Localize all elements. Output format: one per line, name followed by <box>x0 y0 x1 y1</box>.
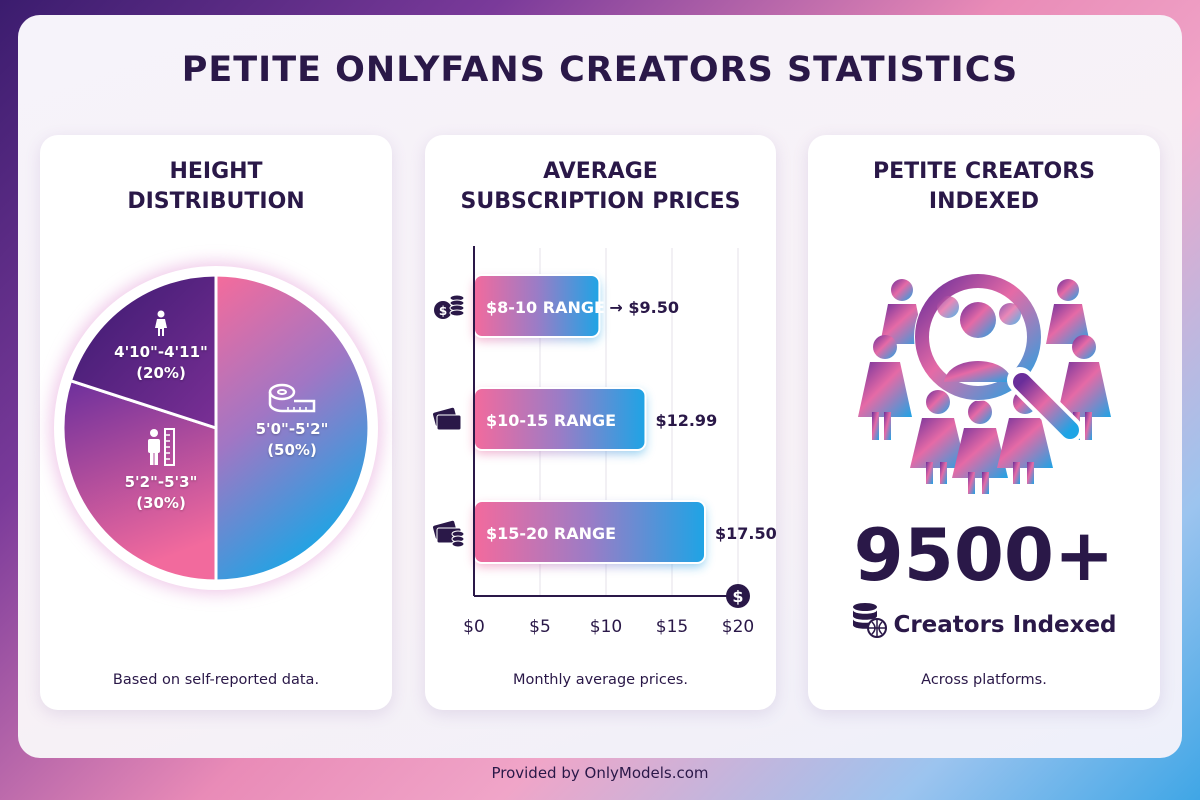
svg-text:$: $ <box>439 304 447 318</box>
dollar-circle-icon: $ <box>726 584 750 608</box>
bar-category-label: $15-20 RANGE <box>486 524 616 543</box>
card-title: PETITE CREATORS INDEXED <box>808 157 1160 217</box>
pie-slice <box>68 273 218 431</box>
bar-value-label: → $9.50 <box>609 298 679 317</box>
x-tick-label: $10 <box>590 617 622 637</box>
card-coins-icon <box>433 520 465 548</box>
creators-count: 9500+ <box>853 513 1115 597</box>
card-footnote: Across platforms. <box>921 672 1047 688</box>
card-title: HEIGHT DISTRIBUTION <box>40 157 392 217</box>
card-title-line: AVERAGE <box>543 159 658 184</box>
slice-percent: (20%) <box>136 364 186 382</box>
card-footnote: Based on self-reported data. <box>112 672 320 688</box>
card-title-line: HEIGHT <box>169 159 263 184</box>
database-globe-icon <box>853 603 888 638</box>
x-tick-label: $15 <box>656 617 688 637</box>
pie-label-slice-3: 4'10"-4'11" (20%) <box>96 310 226 384</box>
card-title-line: SUBSCRIPTION PRICES <box>460 189 741 214</box>
pie-label-slice-1: 5'0"-5'2" (50%) <box>232 383 352 461</box>
x-tick-label: $20 <box>722 617 754 637</box>
x-tick-label: $5 <box>529 617 551 637</box>
bar-category-label: $8-10 RANGE <box>486 298 605 317</box>
slice-label: 4'10"-4'11" <box>114 343 208 361</box>
bar-value-label: $17.50 <box>715 524 777 543</box>
bar-chart: $8-10 RANGE → $9.50 $ $10-15 RANGE $12.99 $15… <box>433 246 777 637</box>
slice-percent: (50%) <box>267 441 317 459</box>
slice-label: 5'0"-5'2" <box>255 420 329 438</box>
card-title: AVERAGE SUBSCRIPTION PRICES <box>425 157 776 217</box>
card-title-line: INDEXED <box>928 189 1040 214</box>
measuring-tape-icon <box>268 383 316 413</box>
pie-chart <box>50 262 382 594</box>
women-magnifying-glass-icon <box>858 273 1111 494</box>
credit-card-icon <box>433 407 462 431</box>
woman-icon <box>155 310 167 336</box>
coins-dollar-icon: $ <box>434 294 465 319</box>
creators-label-row: Creators Indexed <box>808 602 1160 638</box>
card-title-line: DISTRIBUTION <box>127 189 305 214</box>
bar-category-label: $10-15 RANGE <box>486 411 616 430</box>
creators-label: Creators Indexed <box>893 612 1117 638</box>
svg-text:$: $ <box>732 587 743 606</box>
card-footnote: Monthly average prices. <box>513 672 688 688</box>
pie-slice <box>61 378 218 583</box>
slice-percent: (30%) <box>136 494 186 512</box>
bar-value-label: $12.99 <box>655 411 717 430</box>
pie-label-slice-2: 5'2"-5'3" (30%) <box>96 428 226 514</box>
person-ruler-icon <box>148 428 175 466</box>
footer-credit: Provided by OnlyModels.com <box>491 764 709 782</box>
pie-slice <box>214 273 371 583</box>
page-title: PETITE ONLYFANS CREATORS STATISTICS <box>181 50 1019 90</box>
x-tick-label: $0 <box>463 617 485 637</box>
slice-label: 5'2"-5'3" <box>124 473 198 491</box>
card-title-line: PETITE CREATORS <box>873 159 1095 184</box>
